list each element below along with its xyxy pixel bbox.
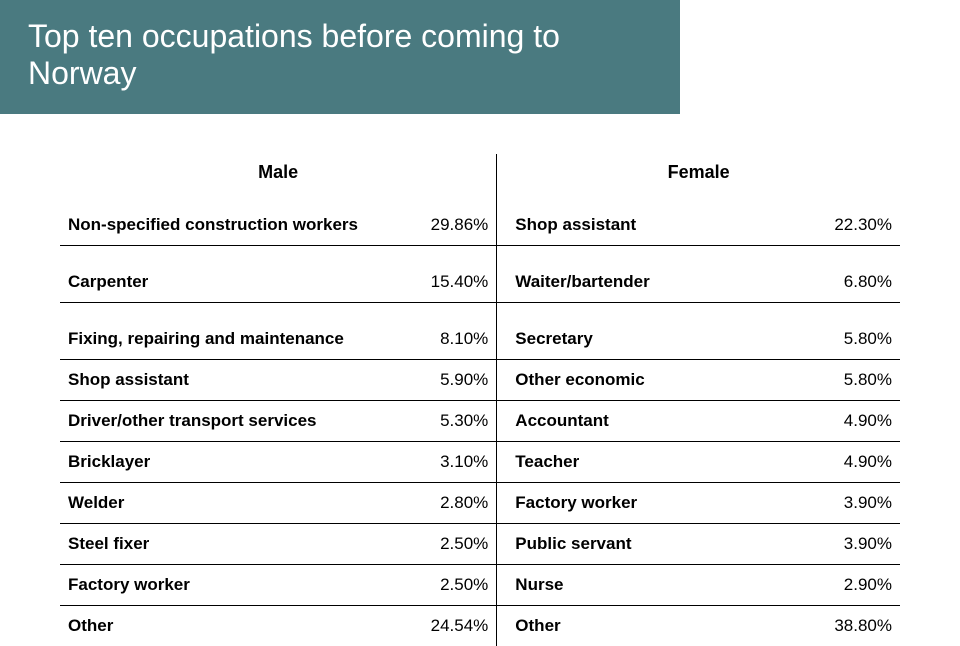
male-percent: 5.30%	[413, 401, 497, 442]
female-percent: 38.80%	[816, 606, 900, 646]
male-occupation: Bricklayer	[60, 442, 413, 483]
male-occupation: Driver/other transport services	[60, 401, 413, 442]
occupations-table-wrap: Male Female Non-specified construction w…	[0, 114, 960, 646]
male-occupation: Shop assistant	[60, 360, 413, 401]
occupations-table: Male Female Non-specified construction w…	[60, 154, 900, 646]
male-occupation: Carpenter	[60, 246, 413, 303]
female-occupation: Other economic	[497, 360, 816, 401]
male-occupation: Steel fixer	[60, 524, 413, 565]
table-row: Factory worker2.50%Nurse2.90%	[60, 565, 900, 606]
male-percent: 3.10%	[413, 442, 497, 483]
female-percent: 5.80%	[816, 303, 900, 360]
female-occupation: Nurse	[497, 565, 816, 606]
male-percent: 29.86%	[413, 205, 497, 246]
table-row: Steel fixer2.50%Public servant3.90%	[60, 524, 900, 565]
table-row: Shop assistant5.90%Other economic5.80%	[60, 360, 900, 401]
female-percent: 3.90%	[816, 524, 900, 565]
female-percent: 22.30%	[816, 205, 900, 246]
male-occupation: Other	[60, 606, 413, 646]
male-percent: 2.80%	[413, 483, 497, 524]
male-occupation: Fixing, repairing and maintenance	[60, 303, 413, 360]
male-percent: 24.54%	[413, 606, 497, 646]
table-row: Bricklayer3.10%Teacher4.90%	[60, 442, 900, 483]
male-occupation: Non-specified construction workers	[60, 205, 413, 246]
table-header-row: Male Female	[60, 154, 900, 205]
female-occupation: Secretary	[497, 303, 816, 360]
male-occupation: Factory worker	[60, 565, 413, 606]
female-occupation: Accountant	[497, 401, 816, 442]
table-row: Carpenter15.40%Waiter/bartender6.80%	[60, 246, 900, 303]
male-percent: 15.40%	[413, 246, 497, 303]
female-occupation: Public servant	[497, 524, 816, 565]
header-male: Male	[60, 154, 497, 205]
female-percent: 5.80%	[816, 360, 900, 401]
male-percent: 2.50%	[413, 565, 497, 606]
table-row: Non-specified construction workers29.86%…	[60, 205, 900, 246]
female-percent: 4.90%	[816, 442, 900, 483]
table-row: Welder2.80%Factory worker3.90%	[60, 483, 900, 524]
female-occupation: Shop assistant	[497, 205, 816, 246]
table-body: Non-specified construction workers29.86%…	[60, 205, 900, 646]
male-percent: 2.50%	[413, 524, 497, 565]
page-title: Top ten occupations before coming to Nor…	[0, 0, 680, 114]
female-occupation: Teacher	[497, 442, 816, 483]
table-row: Other24.54%Other38.80%	[60, 606, 900, 646]
table-row: Fixing, repairing and maintenance8.10%Se…	[60, 303, 900, 360]
female-percent: 2.90%	[816, 565, 900, 606]
female-occupation: Other	[497, 606, 816, 646]
header-female: Female	[497, 154, 900, 205]
male-percent: 8.10%	[413, 303, 497, 360]
female-percent: 4.90%	[816, 401, 900, 442]
female-occupation: Waiter/bartender	[497, 246, 816, 303]
male-occupation: Welder	[60, 483, 413, 524]
female-percent: 3.90%	[816, 483, 900, 524]
female-percent: 6.80%	[816, 246, 900, 303]
table-row: Driver/other transport services5.30%Acco…	[60, 401, 900, 442]
female-occupation: Factory worker	[497, 483, 816, 524]
male-percent: 5.90%	[413, 360, 497, 401]
